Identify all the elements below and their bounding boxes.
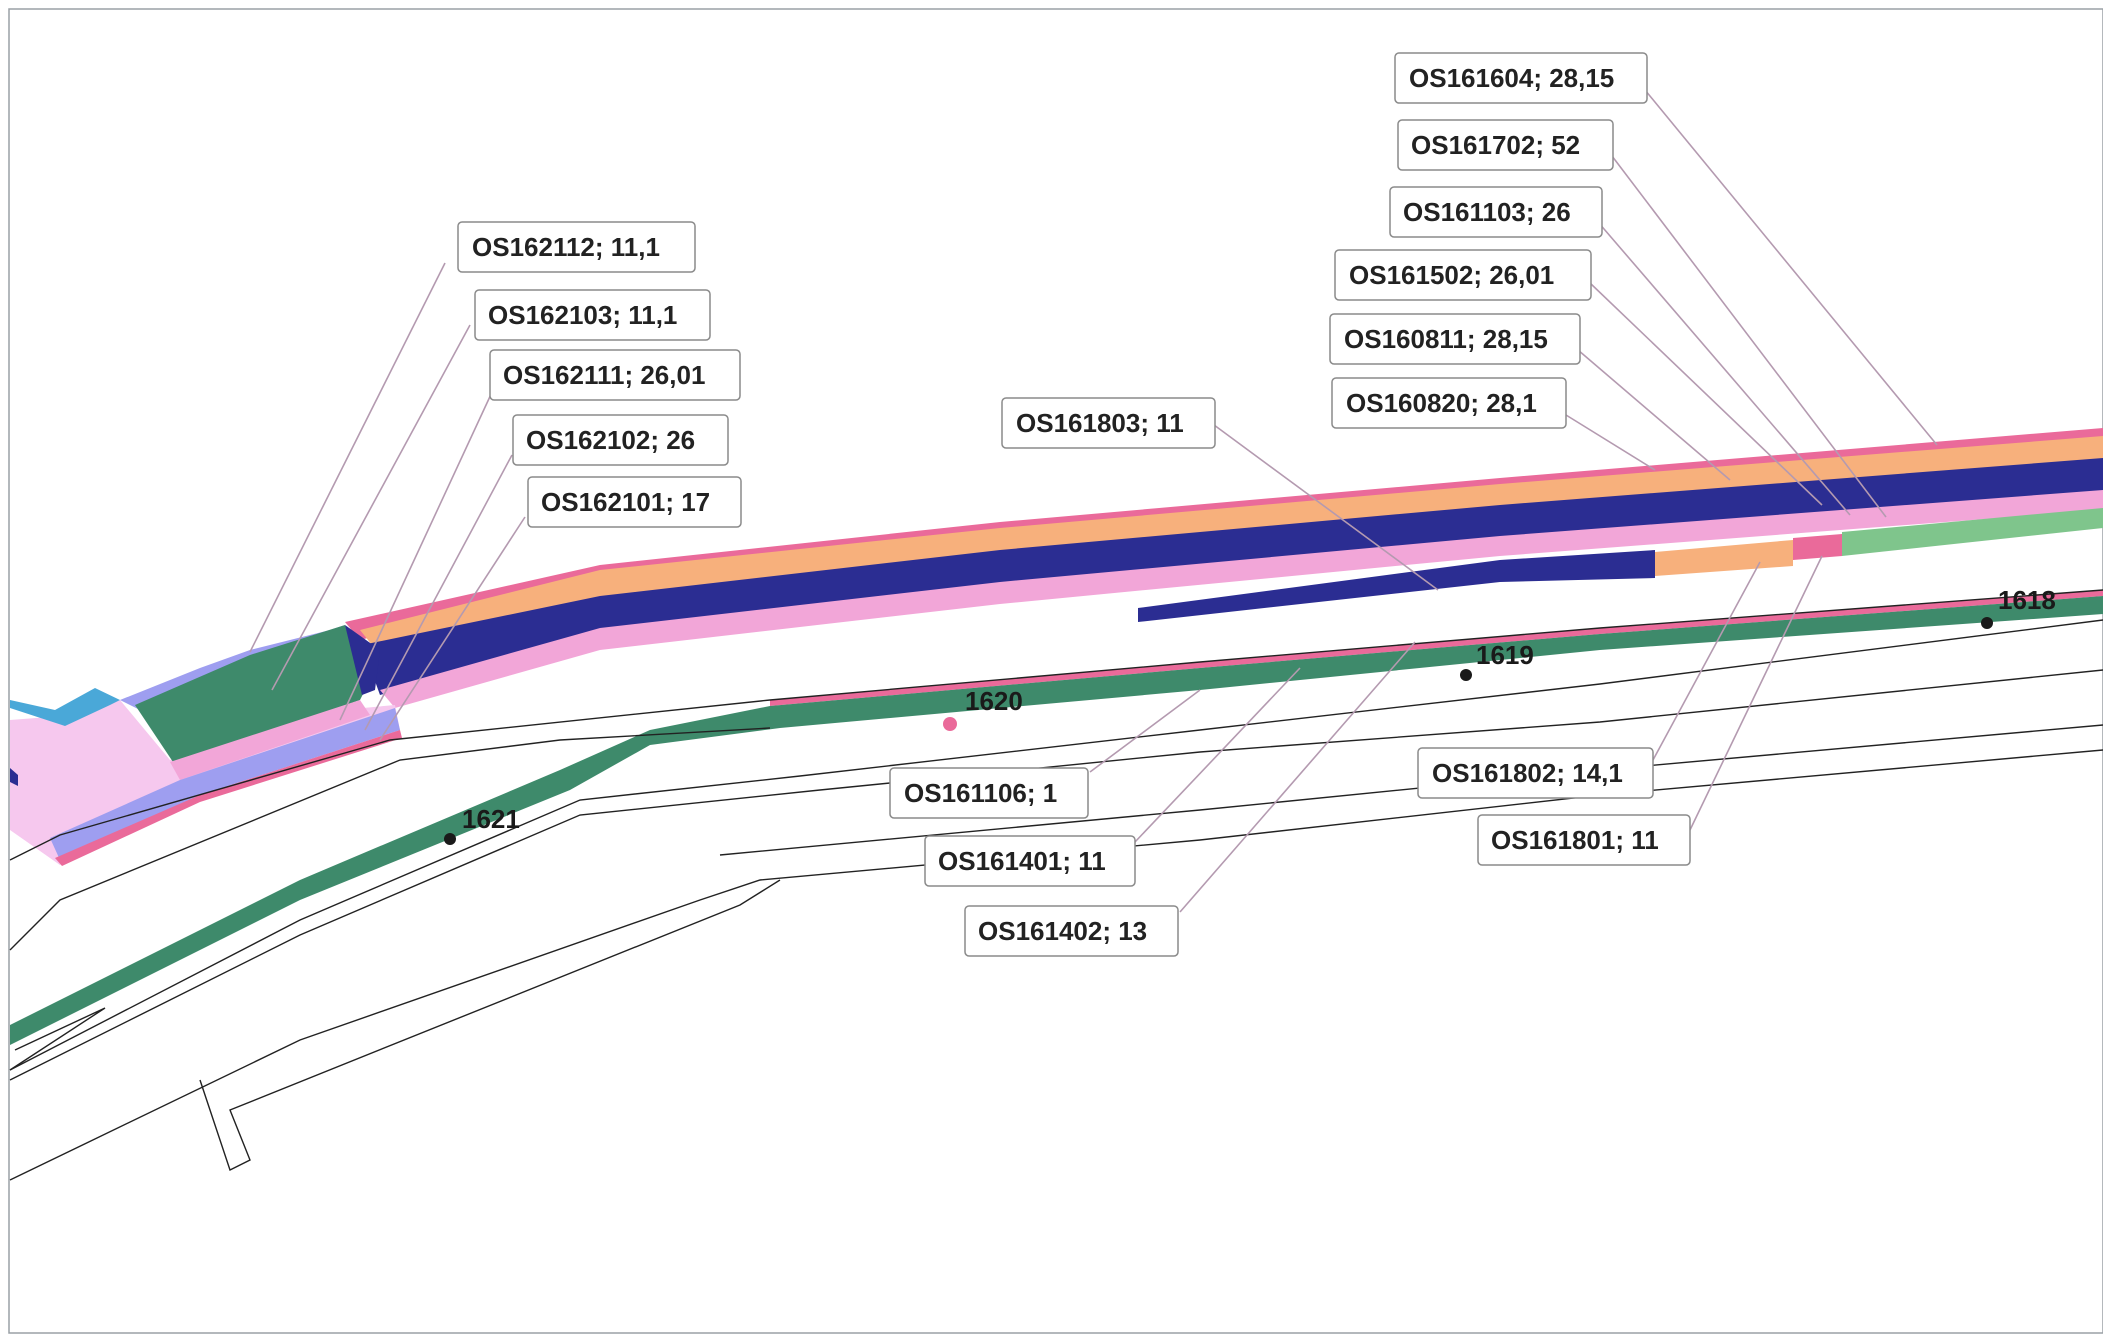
parcel-os160820 <box>360 436 2103 655</box>
parcel-labels: OS162112; 11,1 OS162103; 11,1 OS162111; … <box>457 52 1691 957</box>
parcel-os161103 <box>362 458 2103 695</box>
label-os161702[interactable]: OS161702; 52 <box>1397 119 1614 171</box>
leader-os161604 <box>1644 89 1938 446</box>
label-os161402[interactable]: OS161402; 13 <box>964 905 1179 957</box>
parcel-os162102 <box>170 700 370 780</box>
left-cluster <box>10 625 402 866</box>
outline-road-lower-6 <box>9 1007 106 1071</box>
leader-os162112 <box>249 262 446 653</box>
leader-os160811 <box>1577 349 1731 481</box>
svg-text:OS160820; 28,1: OS160820; 28,1 <box>1346 388 1537 418</box>
km-1621-point <box>444 833 456 845</box>
svg-text:OS162112; 11,1: OS162112; 11,1 <box>472 232 660 262</box>
upper-corridor <box>345 428 2103 708</box>
label-os161103[interactable]: OS161103; 26 <box>1389 186 1603 238</box>
outline-road-lower-3 <box>9 669 2103 1081</box>
km-1619-label: 1619 <box>1476 640 1534 670</box>
label-os161502[interactable]: OS161502; 26,01 <box>1334 249 1592 301</box>
leader-os162103 <box>271 324 471 691</box>
leader-os161702 <box>1611 155 1887 518</box>
parcel-os162111 <box>345 625 380 695</box>
leader-os161401 <box>1134 667 1301 843</box>
parcel-cyan <box>10 688 120 726</box>
svg-text:OS162101; 17: OS162101; 17 <box>541 487 710 517</box>
svg-text:OS162103; 11,1: OS162103; 11,1 <box>488 300 677 330</box>
label-os162112[interactable]: OS162112; 11,1 <box>457 221 696 273</box>
label-os161802[interactable]: OS161802; 14,1 <box>1417 747 1654 799</box>
km-markers: 1618 1619 1620 1621 <box>444 585 2056 845</box>
leader-os161106 <box>1089 689 1201 773</box>
leader-os161502 <box>1589 282 1823 506</box>
outline-road-upper <box>9 589 2103 861</box>
label-os162103[interactable]: OS162103; 11,1 <box>474 289 711 341</box>
parcel-os162101 <box>50 708 400 860</box>
label-os162101[interactable]: OS162101; 17 <box>527 476 742 528</box>
parcel-os161702 <box>380 490 2103 708</box>
svg-text:OS161401; 11: OS161401; 11 <box>938 846 1106 876</box>
outline-road-lower-5 <box>199 879 781 1171</box>
parcel-pink-border <box>345 428 2103 640</box>
label-os162102[interactable]: OS162102; 26 <box>512 414 729 466</box>
outline-road-lower-1 <box>9 727 771 951</box>
pink-dot <box>943 717 957 731</box>
parcel-os161801 <box>1793 534 1842 560</box>
svg-text:OS161106; 1: OS161106; 1 <box>904 778 1057 808</box>
svg-text:OS161604; 28,15: OS161604; 28,15 <box>1409 63 1614 93</box>
leader-os161803 <box>1209 421 1439 591</box>
parcel-os162103 <box>135 625 365 765</box>
svg-text:OS160811; 28,15: OS160811; 28,15 <box>1344 324 1548 354</box>
leader-os162102 <box>364 454 513 731</box>
label-os161604[interactable]: OS161604; 28,15 <box>1394 52 1648 104</box>
parcel-os161802 <box>1655 540 1793 576</box>
leader-os161402 <box>1179 641 1416 913</box>
leader-os162101 <box>379 516 526 741</box>
svg-text:OS161502; 26,01: OS161502; 26,01 <box>1349 260 1554 290</box>
label-os161801[interactable]: OS161801; 11 <box>1477 814 1691 866</box>
label-os162111[interactable]: OS162111; 26,01 <box>489 349 741 401</box>
parcel-os161106 <box>770 590 2103 706</box>
outline-road-lower-7 <box>719 724 2103 856</box>
km-1620-label: 1620 <box>965 686 1023 716</box>
parcel-os161604 <box>1842 508 2103 556</box>
leader-os161801 <box>1689 555 1823 831</box>
leader-os161103 <box>1597 221 1851 516</box>
outline-road-lower-2 <box>9 619 2103 1071</box>
parcel-left-navy-tip <box>10 768 18 786</box>
label-os161803[interactable]: OS161803; 11 <box>1001 397 1216 449</box>
lower-corridor <box>10 590 2103 1045</box>
svg-text:OS161803; 11: OS161803; 11 <box>1016 408 1184 438</box>
leader-lines <box>249 89 1938 913</box>
leader-os160820 <box>1565 414 1656 471</box>
leader-os161802 <box>1652 561 1761 761</box>
km-1619-point <box>1460 669 1472 681</box>
svg-text:OS161103; 26: OS161103; 26 <box>1403 197 1571 227</box>
svg-text:OS162111; 26,01: OS162111; 26,01 <box>503 360 705 390</box>
svg-text:OS161802; 14,1: OS161802; 14,1 <box>1432 758 1623 788</box>
svg-text:OS161702; 52: OS161702; 52 <box>1411 130 1580 160</box>
svg-text:OS162102; 26: OS162102; 26 <box>526 425 695 455</box>
label-os160811[interactable]: OS160811; 28,15 <box>1329 313 1581 365</box>
km-1618-point <box>1981 617 1993 629</box>
label-os161106[interactable]: OS161106; 1 <box>889 767 1089 819</box>
parcel-os161402 <box>10 596 2103 1045</box>
label-os160820[interactable]: OS160820; 28,1 <box>1331 377 1567 429</box>
parcel-os161803 <box>1138 550 1655 622</box>
km-1621-label: 1621 <box>462 804 520 834</box>
leader-os162111 <box>339 389 494 721</box>
parcel-left-pink-edge <box>55 730 402 866</box>
svg-text:OS161801; 11: OS161801; 11 <box>1491 825 1659 855</box>
svg-text:OS161402; 13: OS161402; 13 <box>978 916 1147 946</box>
km-1618-label: 1618 <box>1998 585 2056 615</box>
label-os161401[interactable]: OS161401; 11 <box>924 835 1136 887</box>
